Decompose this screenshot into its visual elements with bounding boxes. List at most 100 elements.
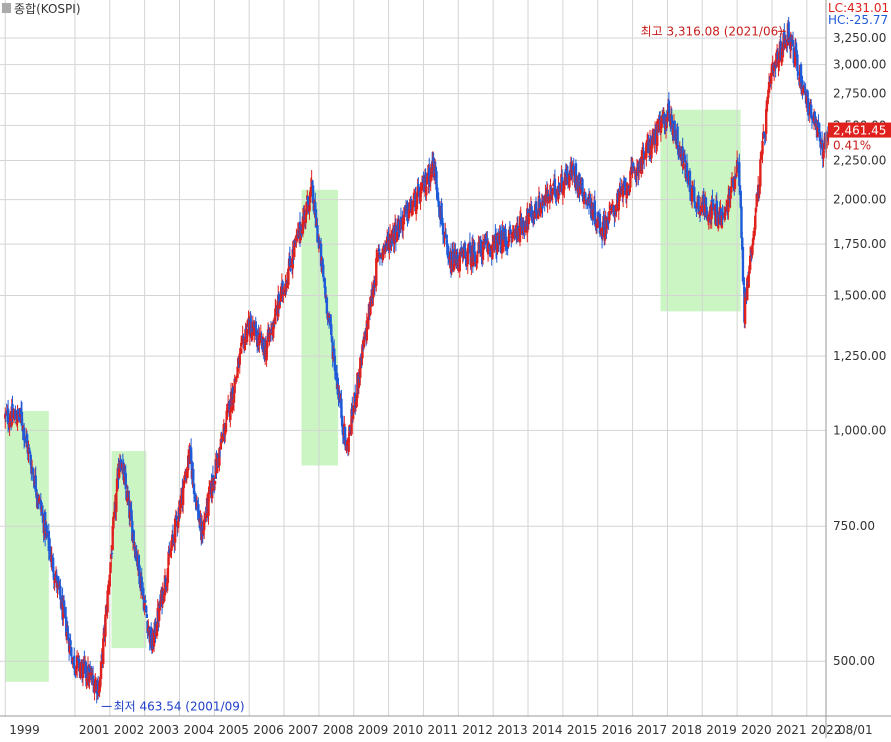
candle-body: [56, 580, 59, 589]
candle-body: [791, 39, 795, 45]
candle-body: [584, 194, 587, 197]
candle-body: [377, 248, 381, 252]
candle-body: [401, 218, 405, 231]
candle-body: [315, 223, 318, 226]
candle-body: [236, 366, 239, 378]
candle-body: [20, 411, 24, 426]
candle-body: [43, 512, 47, 537]
candle-body: [24, 439, 27, 441]
candle-body: [674, 138, 677, 140]
candle-body: [582, 199, 586, 204]
candle-body: [464, 251, 467, 257]
candle-body: [519, 215, 522, 218]
candle-body: [578, 173, 581, 193]
candle-body: [396, 231, 399, 241]
candle-body: [127, 497, 130, 502]
candle-body: [565, 173, 568, 184]
candle-body: [149, 627, 153, 649]
candle-body: [598, 213, 602, 234]
change-percent-label: 0.41%: [833, 139, 871, 153]
candle-body: [637, 163, 640, 177]
candle-body: [544, 194, 547, 203]
candle-body: [430, 163, 433, 178]
candle-body: [562, 187, 565, 193]
candle-body: [11, 403, 14, 419]
candle-body: [75, 665, 78, 676]
candle-body: [219, 438, 223, 450]
candle-body: [111, 525, 114, 551]
candle-body: [667, 100, 671, 112]
candle-body: [441, 222, 445, 235]
candle-body: [126, 493, 130, 500]
candle-body: [724, 210, 727, 212]
candle-body: [690, 187, 694, 202]
candle-body: [493, 236, 496, 244]
candle-body: [632, 162, 635, 168]
candle-body: [194, 493, 197, 497]
candle-body: [376, 254, 379, 256]
candle-body: [542, 201, 545, 206]
candle-body: [738, 185, 742, 194]
candle-body: [518, 216, 522, 243]
candle-body: [603, 234, 607, 239]
candle-body: [473, 251, 477, 259]
candle-body: [414, 206, 418, 215]
candle-body: [618, 188, 621, 202]
candle-body: [656, 121, 659, 146]
candle-body: [507, 244, 510, 247]
candle-body: [693, 187, 696, 202]
candle-body: [397, 221, 400, 232]
candle-body: [242, 336, 245, 339]
candle-body: [381, 248, 384, 260]
candle-body: [285, 279, 289, 289]
candle-body: [502, 227, 505, 240]
candle-body: [637, 170, 641, 173]
candle-body: [319, 243, 323, 267]
candle-body: [589, 198, 592, 208]
candle-body: [496, 232, 499, 253]
candle-body: [627, 184, 630, 188]
candle-body: [752, 233, 756, 240]
candle-body: [362, 339, 366, 348]
candle-body: [812, 121, 815, 123]
candle-body: [563, 182, 566, 190]
candle-body: [164, 578, 167, 585]
candle-body: [720, 215, 724, 228]
y-tick-label: 1,750.00: [833, 237, 886, 251]
candle-body: [428, 167, 431, 184]
candle-body: [437, 202, 440, 208]
candle-body: [755, 193, 758, 207]
candle-body: [49, 546, 52, 560]
candle-body: [462, 249, 466, 259]
candle-body: [764, 135, 767, 137]
candle-body: [140, 576, 143, 595]
candle-body: [751, 244, 754, 256]
candle-body: [732, 178, 735, 188]
candle-body: [246, 320, 249, 326]
high-annotation: 최고 3,316.08 (2021/06): [641, 24, 783, 38]
candle-body: [693, 201, 697, 204]
candle-body: [619, 193, 623, 195]
candle-body: [559, 184, 562, 192]
candle-body: [741, 237, 744, 250]
candle-body: [711, 199, 714, 202]
candle-body: [561, 191, 565, 195]
candle-body: [823, 145, 826, 150]
candle-body: [340, 415, 344, 424]
candle-body: [190, 461, 194, 479]
candle-body: [416, 186, 419, 193]
candle-body: [510, 234, 514, 237]
candle-body: [168, 549, 171, 554]
candle-body: [84, 661, 88, 678]
candle-body: [145, 614, 149, 618]
candle-body: [88, 668, 92, 673]
candle-body: [628, 187, 631, 193]
candle-body: [811, 118, 814, 120]
candle-body: [619, 186, 622, 192]
candle-body: [428, 182, 432, 184]
candle-body: [316, 239, 320, 241]
candle-body: [740, 206, 743, 238]
candle-body: [163, 593, 166, 600]
candle-body: [8, 422, 11, 428]
candle-body: [594, 225, 597, 227]
